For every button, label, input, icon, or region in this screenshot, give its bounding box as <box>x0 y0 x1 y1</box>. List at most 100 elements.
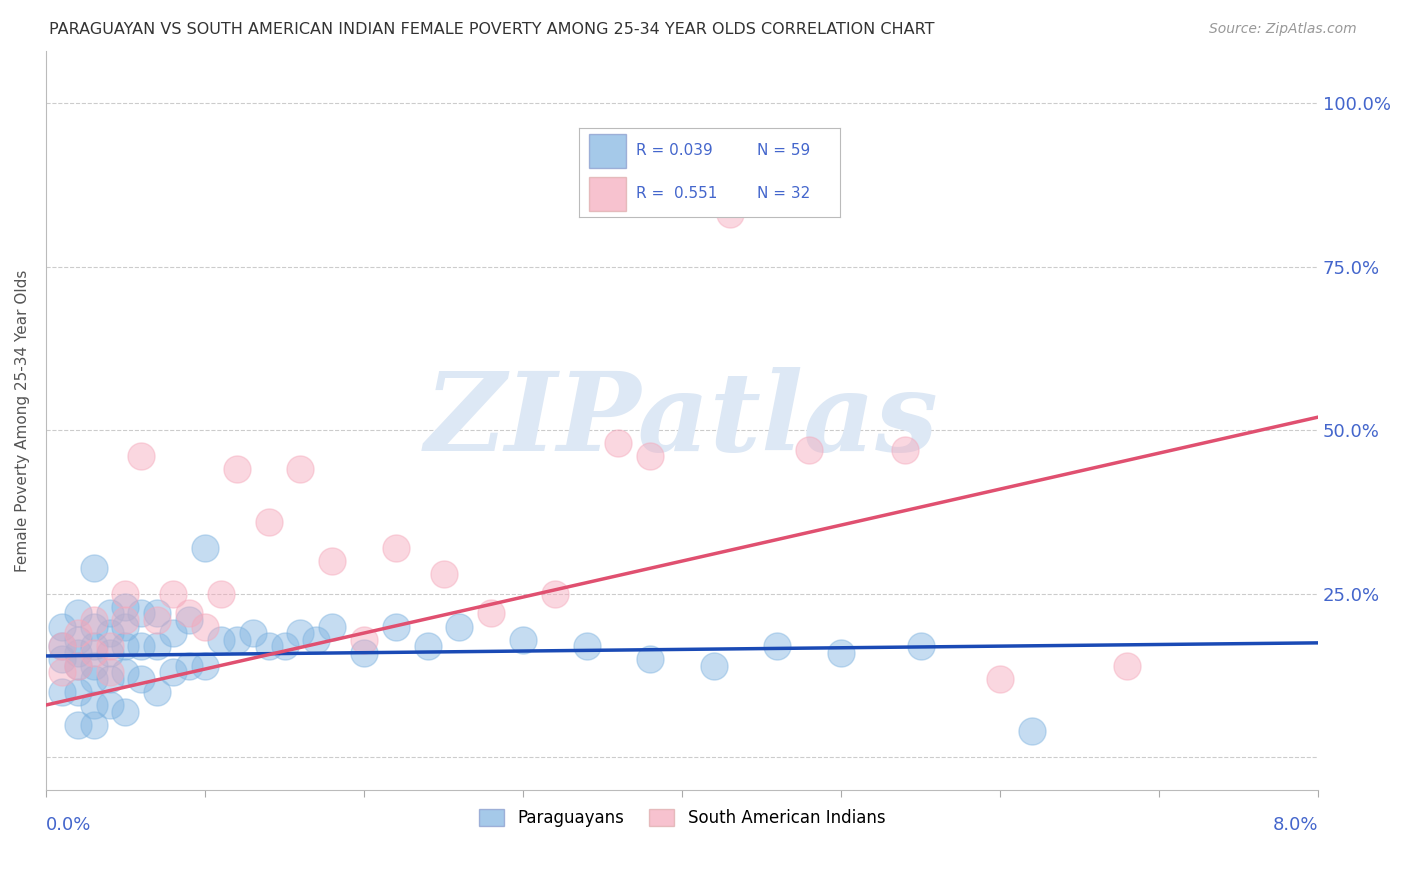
Text: R = 0.039: R = 0.039 <box>637 143 713 158</box>
Point <box>83 613 105 627</box>
Point <box>607 436 630 450</box>
Text: 0.0%: 0.0% <box>46 816 91 834</box>
Point <box>830 646 852 660</box>
Point <box>51 639 73 653</box>
Point <box>988 672 1011 686</box>
Point <box>416 639 439 653</box>
Point <box>385 541 408 555</box>
Point <box>83 560 105 574</box>
Point <box>114 613 136 627</box>
Point <box>114 705 136 719</box>
Point <box>257 639 280 653</box>
Point <box>575 639 598 653</box>
Point <box>66 607 89 621</box>
Point <box>893 442 915 457</box>
Point <box>83 646 105 660</box>
Point <box>114 639 136 653</box>
Point <box>209 632 232 647</box>
Bar <box>589 134 626 168</box>
Point <box>194 619 217 633</box>
Point <box>321 554 343 568</box>
Point <box>194 658 217 673</box>
Point <box>66 632 89 647</box>
Point <box>162 665 184 680</box>
Point <box>66 646 89 660</box>
Text: N = 32: N = 32 <box>756 186 810 201</box>
Point <box>225 632 247 647</box>
Text: Source: ZipAtlas.com: Source: ZipAtlas.com <box>1209 22 1357 37</box>
Point <box>51 652 73 666</box>
Point <box>114 587 136 601</box>
Point <box>114 665 136 680</box>
Point <box>114 619 136 633</box>
Point <box>1021 724 1043 739</box>
Point <box>766 639 789 653</box>
Point <box>83 619 105 633</box>
Point <box>83 717 105 731</box>
Point <box>131 450 153 464</box>
Point <box>83 658 105 673</box>
Point <box>162 626 184 640</box>
Point <box>703 658 725 673</box>
Point <box>385 619 408 633</box>
Point <box>146 613 169 627</box>
Bar <box>589 177 626 211</box>
Point <box>98 665 121 680</box>
Point <box>512 632 534 647</box>
Point <box>146 685 169 699</box>
Point <box>305 632 328 647</box>
Point <box>638 450 661 464</box>
Point <box>209 587 232 601</box>
Point <box>51 685 73 699</box>
Point <box>66 658 89 673</box>
Point <box>98 646 121 660</box>
Text: 8.0%: 8.0% <box>1272 816 1319 834</box>
Point <box>114 599 136 614</box>
Point <box>273 639 295 653</box>
Point <box>225 462 247 476</box>
Point <box>718 207 741 221</box>
Point <box>177 613 200 627</box>
Text: PARAGUAYAN VS SOUTH AMERICAN INDIAN FEMALE POVERTY AMONG 25-34 YEAR OLDS CORRELA: PARAGUAYAN VS SOUTH AMERICAN INDIAN FEMA… <box>49 22 935 37</box>
Y-axis label: Female Poverty Among 25-34 Year Olds: Female Poverty Among 25-34 Year Olds <box>15 269 30 572</box>
Point <box>98 698 121 712</box>
Point <box>177 658 200 673</box>
Point <box>194 541 217 555</box>
Point <box>353 646 375 660</box>
Point <box>83 698 105 712</box>
Point <box>51 639 73 653</box>
Point <box>432 567 454 582</box>
Point <box>544 587 567 601</box>
Point <box>98 672 121 686</box>
Point <box>66 626 89 640</box>
Point <box>321 619 343 633</box>
Point <box>1116 658 1139 673</box>
Point <box>131 639 153 653</box>
Point <box>146 639 169 653</box>
Point <box>83 672 105 686</box>
Point <box>51 665 73 680</box>
Point <box>479 607 502 621</box>
Point <box>98 626 121 640</box>
Point <box>131 672 153 686</box>
Point <box>66 717 89 731</box>
Legend: Paraguayans, South American Indians: Paraguayans, South American Indians <box>472 802 891 833</box>
Point <box>177 607 200 621</box>
Point <box>66 658 89 673</box>
Point <box>98 607 121 621</box>
Point <box>910 639 932 653</box>
Point <box>98 639 121 653</box>
Point <box>638 652 661 666</box>
Point <box>257 515 280 529</box>
Point <box>353 632 375 647</box>
Text: R =  0.551: R = 0.551 <box>637 186 718 201</box>
Point <box>290 626 312 640</box>
Point <box>51 619 73 633</box>
Point <box>162 587 184 601</box>
Point <box>799 442 821 457</box>
Point <box>131 607 153 621</box>
Point <box>146 607 169 621</box>
Point <box>66 685 89 699</box>
Text: ZIPatlas: ZIPatlas <box>425 367 939 475</box>
Point <box>449 619 471 633</box>
